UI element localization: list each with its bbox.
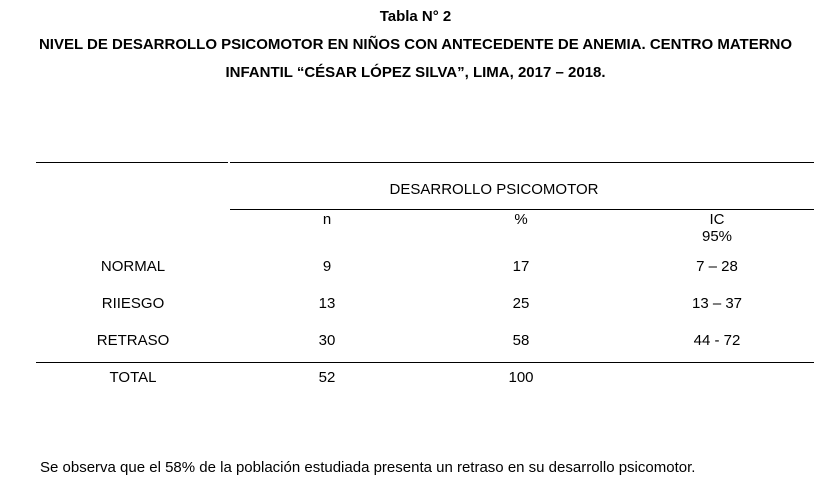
cell-percent: 25 — [512, 295, 530, 312]
column-header-percent: % — [514, 211, 528, 228]
cell-percent: 17 — [512, 258, 530, 275]
table-top-rule-right — [230, 162, 814, 163]
table-title-line-1: NIVEL DE DESARROLLO PSICOMOTOR EN NIÑOS … — [38, 36, 793, 53]
cell-percent: 58 — [512, 332, 530, 349]
cell-ic: 44 - 72 — [693, 332, 741, 349]
table-total-rule — [36, 362, 814, 363]
row-label: RIIESGO — [101, 295, 165, 312]
column-header-ic-level: 95% — [701, 228, 733, 245]
table-title-line-2: INFANTIL “CÉSAR LÓPEZ SILVA”, LIMA, 2017… — [225, 64, 606, 81]
cell-n: 9 — [322, 258, 332, 275]
row-label: RETRASO — [96, 332, 170, 349]
column-header-n: n — [322, 211, 332, 228]
cell-n: 13 — [318, 295, 336, 312]
table-header-rule — [230, 209, 814, 210]
row-label: NORMAL — [100, 258, 166, 275]
table-number: Tabla N° 2 — [379, 8, 452, 25]
column-header-ic: IC — [709, 211, 725, 228]
cell-ic: 13 – 37 — [691, 295, 743, 312]
footnote: Se observa que el 58% de la población es… — [40, 459, 696, 476]
cell-n: 52 — [318, 369, 336, 386]
cell-percent: 100 — [508, 369, 534, 386]
cell-n: 30 — [318, 332, 336, 349]
cell-ic: 7 – 28 — [696, 258, 738, 275]
group-header: DESARROLLO PSICOMOTOR — [389, 181, 599, 198]
table-top-rule-left — [36, 162, 228, 163]
row-label: TOTAL — [109, 369, 157, 386]
